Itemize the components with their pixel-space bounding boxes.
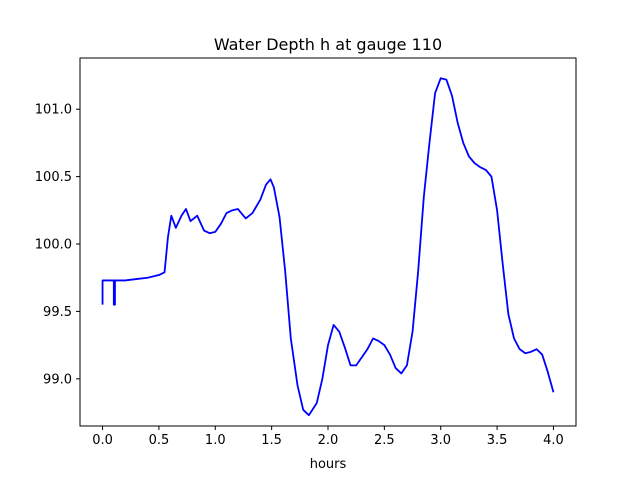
x-tick-label: 3.0 — [430, 433, 451, 448]
y-tick-label: 100.5 — [35, 170, 72, 185]
x-tick-label: 0.5 — [149, 433, 170, 448]
x-tick-label: 3.5 — [487, 433, 508, 448]
y-tick-label: 101.0 — [35, 103, 72, 118]
x-tick-label: 4.0 — [543, 433, 564, 448]
x-axis-label: hours — [310, 457, 347, 472]
x-axis: 0.0 0.5 1.0 1.5 2.0 2.5 3.0 3.5 4.0 — [92, 426, 564, 448]
y-tick-label: 99.5 — [43, 305, 72, 320]
y-tick-label: 100.0 — [35, 238, 72, 253]
x-tick-label: 2.0 — [318, 433, 339, 448]
chart-title: Water Depth h at gauge 110 — [214, 35, 442, 54]
x-tick-label: 0.0 — [92, 433, 113, 448]
x-tick-label: 1.5 — [261, 433, 282, 448]
x-tick-label: 2.5 — [374, 433, 395, 448]
x-tick-label: 1.0 — [205, 433, 226, 448]
y-tick-label: 99.0 — [43, 372, 72, 387]
y-axis: 99.0 99.5 100.0 100.5 101.0 — [35, 103, 80, 387]
series-line-water-depth — [101, 77, 555, 417]
